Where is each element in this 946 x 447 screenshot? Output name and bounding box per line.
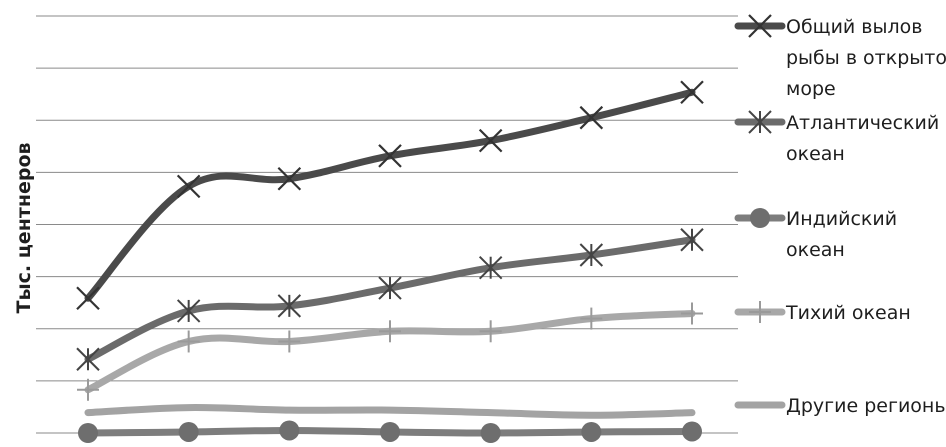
- data-point-s4-4: [379, 320, 401, 343]
- legend-item-1: Общий вылов рыбы в открытом море: [734, 14, 946, 100]
- legend-label: океан: [786, 239, 845, 261]
- legend-item-2: Атлантический океан: [734, 110, 939, 165]
- legend-item-4: Тихий океан: [734, 301, 911, 324]
- data-point-s2-7: [680, 228, 704, 252]
- data-point-s2-6: [579, 243, 604, 267]
- data-point-s1-2: [176, 174, 201, 199]
- data-point-s1-1: [76, 286, 100, 311]
- y-axis-title: Тыс. центнеров: [13, 142, 35, 313]
- data-point-s3-7: [682, 421, 702, 442]
- legend-label: Другие регионы: [786, 395, 946, 417]
- gridlines: [36, 15, 738, 434]
- legend-label: рыбы в открытом: [786, 47, 946, 69]
- data-point-s3-6: [581, 421, 602, 442]
- legend: Общий вылов рыбы в открытом море Атлантичес…: [734, 14, 946, 417]
- legend-label: океан: [786, 143, 845, 165]
- data-point-s2-1: [76, 347, 100, 371]
- legend-item-3: Индийский океан: [734, 208, 897, 261]
- legend-swatch-marker: [749, 301, 771, 323]
- data-point-s1-7: [680, 80, 704, 105]
- data-point-s4-5: [479, 320, 502, 343]
- data-point-s1-4: [378, 144, 402, 168]
- data-point-s2-5: [478, 256, 503, 280]
- legend-swatch-marker: [748, 14, 772, 38]
- data-point-s3-5: [480, 423, 501, 443]
- data-point-s4-6: [580, 307, 603, 330]
- data-point-s1-3: [277, 166, 302, 191]
- data-point-s2-3: [277, 294, 302, 318]
- data-point-s3-4: [380, 421, 400, 442]
- legend-label: Тихий океан: [785, 302, 911, 324]
- legend-label: Атлантический: [786, 112, 939, 134]
- data-point-s4-2: [177, 330, 200, 353]
- data-point-s1-6: [579, 105, 604, 130]
- data-point-s3-1: [78, 423, 98, 443]
- legend-swatch-marker: [748, 110, 772, 134]
- legend-swatch-marker: [750, 208, 770, 228]
- data-point-s1-5: [478, 128, 503, 153]
- data-point-s2-2: [176, 299, 201, 323]
- data-point-s4-1: [77, 378, 99, 401]
- series-line-5: [84, 404, 696, 419]
- data-point-s3-3: [279, 420, 300, 441]
- data-point-s4-7: [681, 302, 703, 325]
- series-lines: [76, 80, 704, 443]
- data-point-s2-4: [378, 276, 402, 300]
- data-point-s4-3: [278, 330, 301, 353]
- legend-label: Общий вылов: [786, 16, 922, 38]
- legend-item-5: Другие регионы: [734, 395, 946, 417]
- legend-label: Индийский: [786, 208, 897, 230]
- legend-label: море: [786, 78, 836, 100]
- data-point-s3-2: [178, 421, 199, 442]
